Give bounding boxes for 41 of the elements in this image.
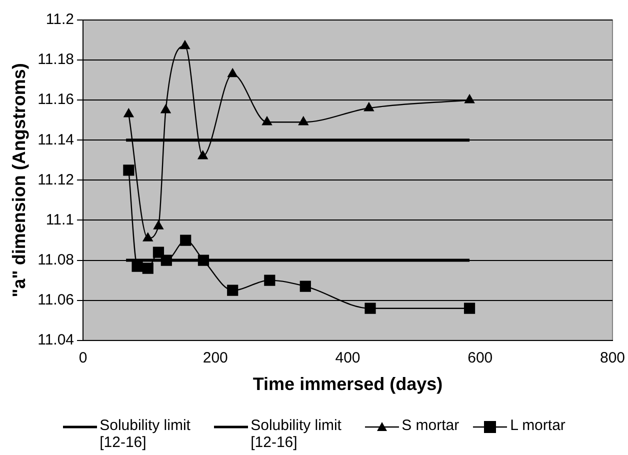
legend-label: Solubility limit [12-16] (100, 417, 192, 451)
x-tick-label: 600 (468, 350, 493, 367)
x-tick-label: 0 (78, 350, 88, 367)
y-tick-label: 11.16 (38, 91, 74, 108)
point (262, 116, 272, 126)
point (364, 302, 376, 314)
y-tick-label: 11.04 (38, 332, 74, 349)
point (132, 260, 143, 272)
point (300, 280, 311, 292)
point (364, 102, 374, 112)
x-axis-title: Time immersed (days) (252, 374, 443, 394)
point (142, 232, 153, 242)
point (227, 284, 238, 296)
point (464, 302, 476, 314)
y-tick-label: 11.12 (38, 171, 74, 188)
y-tick-label: 11.06 (38, 291, 74, 308)
y-tick-label: 11.2 (46, 11, 74, 28)
y-tick-label: 11.08 (38, 251, 74, 268)
point (124, 108, 134, 118)
y-axis-title: "a" dimension (Angstroms) (8, 63, 29, 298)
y-tick-label: 11.1 (46, 211, 74, 228)
legend-label: L mortar (510, 417, 566, 434)
point (123, 164, 134, 176)
x-tick-label: 800 (600, 350, 625, 367)
point (180, 40, 190, 50)
x-tick-label: 400 (335, 350, 360, 367)
point (298, 116, 308, 126)
legend-label: S mortar (402, 417, 460, 434)
point (160, 104, 171, 114)
point (180, 234, 192, 246)
point (264, 274, 276, 286)
point (154, 220, 164, 230)
point (152, 246, 164, 258)
y-tick-label: 11.18 (38, 51, 74, 68)
point (464, 94, 474, 104)
point (228, 68, 238, 78)
y-tick-label: 11.14 (38, 131, 74, 148)
legend-label: Solubility limit [12-16] (250, 417, 342, 451)
point (198, 150, 208, 160)
x-tick-label: 200 (202, 350, 228, 367)
point (142, 262, 154, 274)
